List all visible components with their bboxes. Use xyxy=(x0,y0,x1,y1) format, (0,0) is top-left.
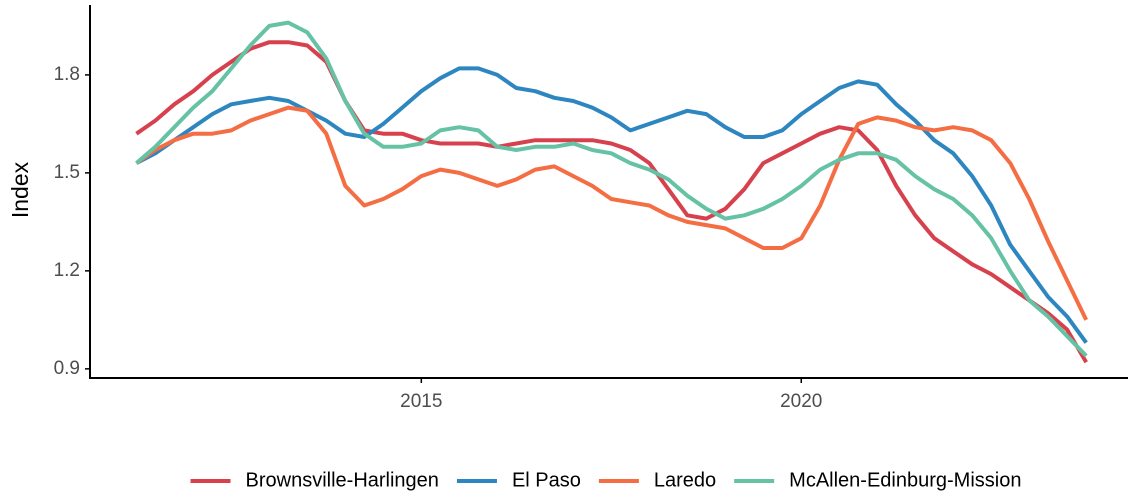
series-line xyxy=(135,66,1088,344)
series-line xyxy=(135,20,1088,358)
legend-label: McAllen-Edinburg-Mission xyxy=(789,469,1021,491)
series-line xyxy=(135,40,1088,364)
x-tick-label: 2015 xyxy=(400,391,442,412)
x-tick-label: 2020 xyxy=(780,391,822,412)
series-line xyxy=(135,105,1088,321)
legend-label: Brownsville-Harlingen xyxy=(246,469,439,491)
y-tick-label: 1.5 xyxy=(54,162,80,183)
y-tick-label: 1.8 xyxy=(54,64,80,85)
y-axis-title: Index xyxy=(7,161,33,218)
y-tick-label: 0.9 xyxy=(54,358,80,379)
legend-label: Laredo xyxy=(654,469,716,491)
y-tick-label: 1.2 xyxy=(54,260,80,281)
legend-label: El Paso xyxy=(512,469,581,491)
